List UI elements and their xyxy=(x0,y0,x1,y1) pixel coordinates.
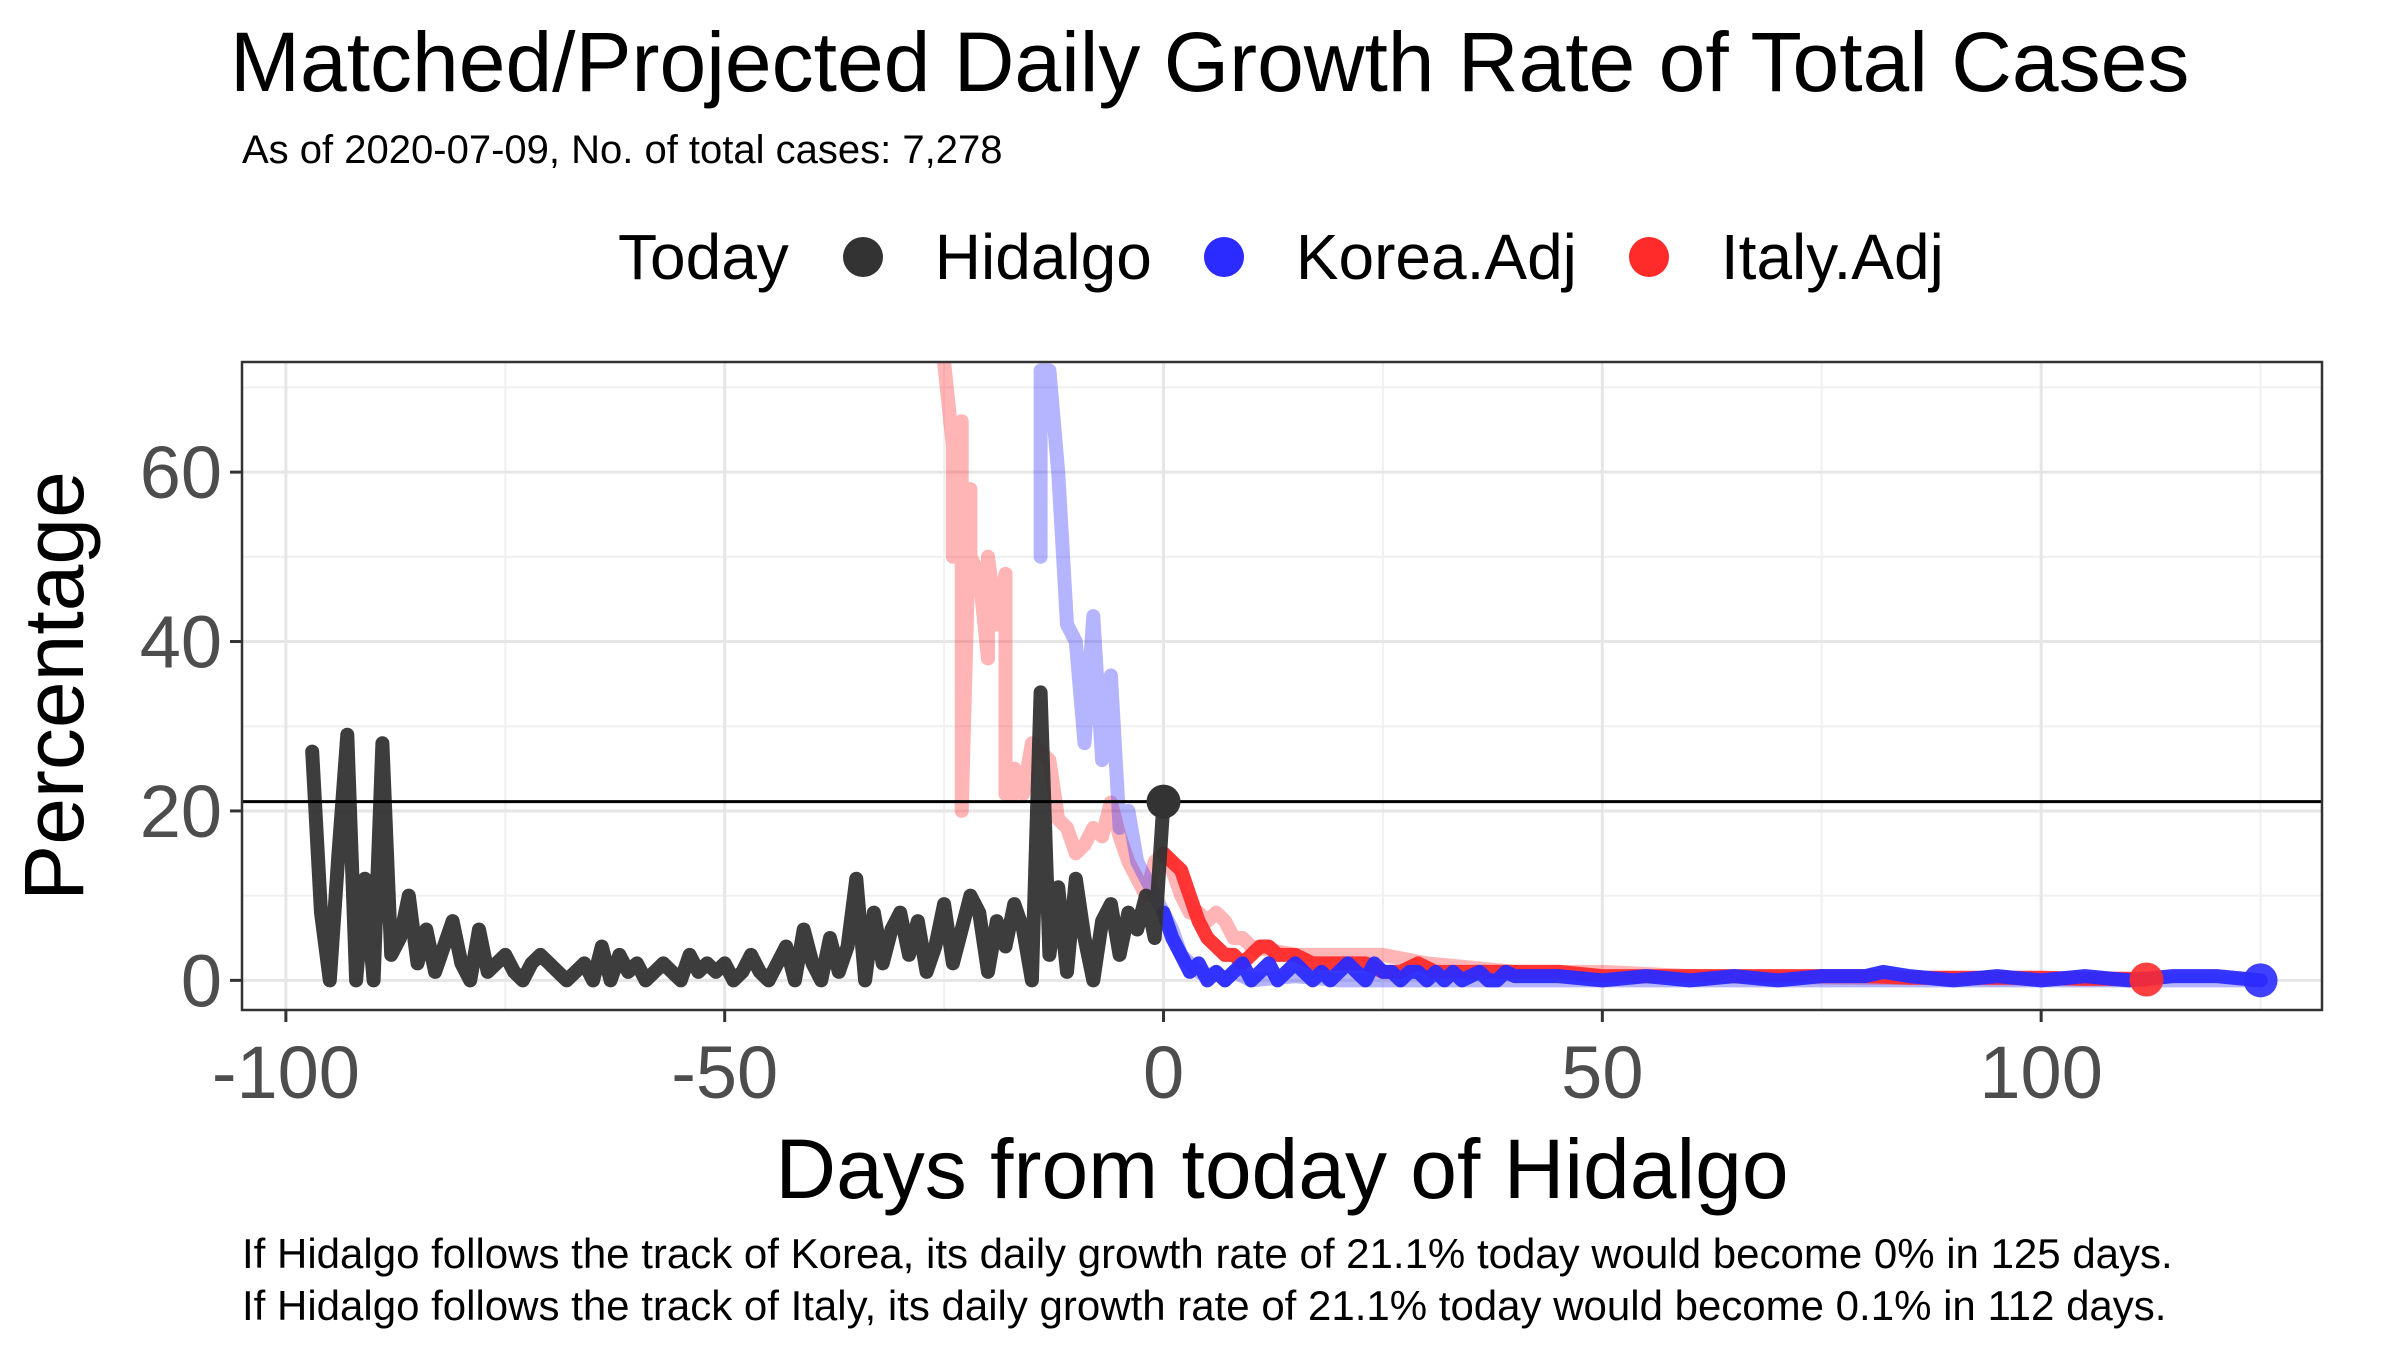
legend-dot-hidalgo xyxy=(842,237,883,277)
legend-item-italy: Italy.Adj xyxy=(1628,220,1944,294)
x-tick-label: 0 xyxy=(1143,1031,1184,1114)
series-line-italy-adj-projected xyxy=(1156,846,2154,987)
legend-label-italy: Italy.Adj xyxy=(1720,221,1944,293)
y-axis-title: Percentage xyxy=(7,471,101,901)
legend-label-korea: Korea.Adj xyxy=(1295,221,1577,293)
today-point xyxy=(1146,784,1181,819)
chart-subtitle: As of 2020-07-09, No. of total cases: 7,… xyxy=(242,128,1003,172)
series-group xyxy=(305,362,2268,988)
x-tick-label: -50 xyxy=(671,1031,778,1114)
legend-dot-italy xyxy=(1628,237,1669,277)
legend-label-hidalgo: Hidalgo xyxy=(934,221,1152,293)
chart-title: Matched/Projected Daily Growth Rate of T… xyxy=(230,15,2190,109)
y-tick-label: 60 xyxy=(140,431,222,514)
x-tick-label: 100 xyxy=(1979,1031,2102,1114)
legend-dot-korea xyxy=(1203,237,1244,277)
footnote-italy: If Hidalgo follows the track of Italy, i… xyxy=(242,1282,2167,1329)
x-tick-label: 50 xyxy=(1561,1031,1643,1114)
legend-title: Today xyxy=(618,221,789,293)
legend: Today Hidalgo Korea.Adj Italy.Adj xyxy=(618,212,1996,302)
series-line-hidalgo xyxy=(305,685,1171,988)
legend-item-korea: Korea.Adj xyxy=(1203,220,1577,294)
series-line-italy-adj-matched xyxy=(937,362,2154,987)
endpoint-italy-adj xyxy=(2129,962,2164,997)
legend-item-hidalgo: Hidalgo xyxy=(842,220,1152,294)
series-line-korea-adj-matched xyxy=(1033,363,2268,988)
y-tick-label: 20 xyxy=(140,770,222,853)
x-tick-label: -100 xyxy=(212,1031,360,1114)
footnotes: If Hidalgo follows the track of Korea, i… xyxy=(242,1228,2173,1332)
footnote-korea: If Hidalgo follows the track of Korea, i… xyxy=(242,1230,2173,1277)
series-line-korea-adj-projected xyxy=(1156,905,2268,988)
endpoint-korea-adj xyxy=(2243,963,2278,998)
panel-border xyxy=(240,360,2324,1012)
y-tick-label: 40 xyxy=(140,601,222,684)
y-tick-label: 0 xyxy=(181,939,222,1022)
x-axis-title: Days from today of Hidalgo xyxy=(775,1122,1788,1216)
